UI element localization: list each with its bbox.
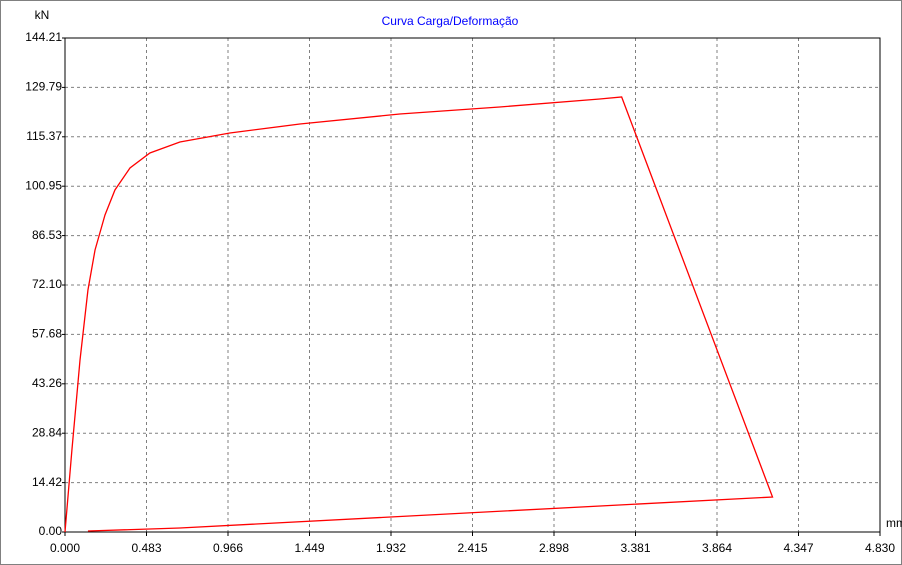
plot-border (64, 37, 881, 533)
y-tick-label: 57.68 (32, 327, 62, 341)
x-tick-label: 0.000 (50, 541, 80, 555)
data-line (64, 96, 774, 533)
y-tick-label: 72.10 (32, 277, 62, 291)
y-tick-label: 43.26 (32, 376, 62, 390)
y-axis-label: kN (35, 8, 50, 22)
y-tick-label: 0.00 (39, 524, 63, 538)
y-tick-label: 115.37 (26, 129, 62, 143)
x-tick-label: 1.449 (294, 541, 324, 555)
y-tick-label: 86.53 (32, 228, 62, 242)
x-tick-label: 2.898 (539, 541, 569, 555)
x-tick-label: 3.381 (620, 541, 650, 555)
x-tick-label: 4.830 (865, 541, 895, 555)
y-tick-label: 129.79 (25, 80, 62, 94)
y-tick-label: 28.84 (32, 425, 62, 439)
y-tick-label: 14.42 (32, 475, 62, 489)
x-tick-label: 1.932 (376, 541, 406, 555)
x-tick-label: 4.347 (783, 541, 813, 555)
x-tick-label: 2.415 (457, 541, 487, 555)
x-axis-label: mm (886, 516, 902, 530)
x-tick-label: 0.483 (131, 541, 161, 555)
y-tick-label: 100.95 (25, 178, 62, 192)
chart-title: Curva Carga/Deformação (382, 14, 519, 28)
y-tick-label: 144.21 (25, 30, 62, 44)
x-tick-label: 3.864 (702, 541, 732, 555)
x-tick-label: 0.966 (213, 541, 243, 555)
